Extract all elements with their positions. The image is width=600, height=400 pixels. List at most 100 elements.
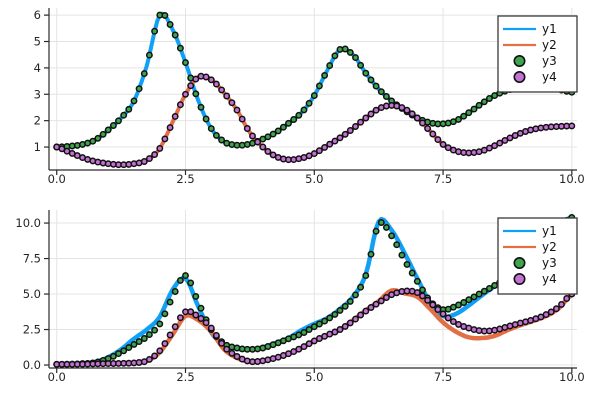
y3-data-point-marker	[171, 288, 179, 295]
y3-data-point-marker	[125, 344, 133, 352]
y4-data-point-marker	[558, 300, 565, 308]
y4-data-point-marker	[496, 139, 504, 147]
y3-data-point-marker	[341, 45, 349, 53]
y3-data-point-marker	[300, 106, 308, 114]
y4-data-point-marker	[434, 136, 442, 144]
y3-data-point-marker	[377, 88, 385, 96]
y3-data-point-marker	[202, 115, 210, 123]
y3-data-point-marker	[315, 82, 323, 90]
y4-data-point-marker	[444, 144, 452, 152]
y4-data-point-marker	[552, 305, 560, 313]
y3-data-point-marker	[176, 276, 184, 284]
y3-data-point-marker	[94, 134, 102, 142]
y3-data-point-marker	[367, 76, 375, 84]
y3-data-point-marker	[326, 62, 334, 70]
y3-data-point-marker	[460, 299, 468, 306]
y4-data-point-marker	[207, 324, 215, 332]
y4-data-point-marker	[413, 114, 421, 122]
y3-data-point-marker	[413, 277, 421, 285]
legend-label-y4: y4	[542, 70, 557, 84]
y3-data-point-marker	[140, 335, 148, 342]
y3-data-point-marker	[140, 70, 148, 78]
y4-data-point-marker	[249, 132, 256, 140]
y4-markers	[53, 287, 576, 368]
y3-data-point-marker	[145, 51, 153, 59]
y4-data-point-marker	[491, 142, 499, 150]
y4-data-point-marker	[382, 294, 390, 301]
y3-data-point-marker	[161, 310, 169, 318]
y4-data-point-marker	[449, 318, 457, 326]
y3-data-point-marker	[161, 11, 169, 19]
x-tick-label: 0.0	[48, 370, 66, 384]
y3-data-point-marker	[285, 119, 292, 127]
y4-data-point-marker	[156, 347, 164, 355]
y4-data-point-marker	[357, 311, 365, 319]
y3-data-point-marker	[408, 269, 416, 277]
y4-data-point-marker	[310, 150, 318, 158]
y4-data-point-marker	[501, 136, 509, 144]
y4-data-point-marker	[367, 304, 375, 311]
y3-data-point-marker	[305, 326, 313, 334]
y4-data-point-marker	[228, 99, 236, 107]
y4-data-point-marker	[336, 134, 344, 142]
y4-data-point-marker	[357, 118, 365, 126]
y4-data-point-marker	[542, 311, 550, 319]
y3-data-point-marker	[192, 292, 200, 300]
y-tick-label: 1	[34, 140, 41, 154]
y4-data-point-marker	[485, 144, 493, 152]
y3-data-point-marker	[341, 302, 349, 310]
x-tick-label: 7.5	[434, 172, 452, 186]
y4-data-point-marker	[429, 301, 437, 309]
legend-marker-sample-y3	[513, 54, 526, 67]
y3-data-point-marker	[331, 310, 339, 318]
y4-data-point-marker	[398, 104, 406, 112]
y4-data-point-marker	[419, 292, 426, 300]
y4-data-point-marker	[223, 92, 231, 100]
y4-data-point-marker	[212, 80, 220, 88]
y3-data-point-marker	[187, 279, 195, 287]
y3-data-point-marker	[115, 350, 122, 358]
y3-data-point-marker	[460, 112, 468, 120]
y3-data-point-marker	[120, 347, 128, 355]
y3-data-point-marker	[182, 59, 189, 67]
y4-data-point-marker	[166, 331, 174, 339]
y4-data-point-marker	[352, 123, 359, 130]
y3-data-point-marker	[120, 111, 128, 119]
y3-data-point-marker	[475, 101, 483, 109]
x-tick-label: 5.0	[305, 172, 323, 186]
y4-data-point-marker	[408, 110, 416, 118]
y-tick-label: 5	[34, 35, 41, 49]
y3-data-point-marker	[485, 95, 493, 102]
y4-data-point-marker	[212, 331, 220, 339]
y3-data-point-marker	[491, 282, 499, 289]
y4-data-point-marker	[145, 355, 153, 363]
y3-data-point-marker	[197, 304, 205, 312]
y4-data-point-marker	[367, 110, 375, 118]
y4-data-point-marker	[341, 130, 349, 138]
y3-data-point-marker	[336, 306, 344, 314]
y3-data-point-marker	[264, 133, 272, 141]
y3-data-point-marker	[465, 296, 473, 304]
plot-area	[53, 213, 576, 368]
y3-data-point-marker	[470, 293, 478, 301]
y4-data-point-marker	[439, 310, 447, 318]
y-tick-label: 2	[34, 114, 41, 128]
y3-data-point-marker	[372, 82, 380, 90]
y3-data-point-marker	[212, 131, 220, 139]
legend-label-y2: y2	[542, 38, 557, 52]
y4-data-point-marker	[434, 306, 442, 313]
x-tick-label: 5.0	[305, 370, 323, 384]
legend-marker-sample-y4	[513, 273, 526, 286]
y3-data-point-marker	[480, 98, 488, 106]
y4-data-point-marker	[151, 151, 159, 159]
y3-data-point-marker	[207, 125, 215, 133]
y4-data-point-marker	[140, 158, 148, 165]
x-tick-label: 2.5	[176, 172, 194, 186]
legend-marker-sample-y3	[513, 256, 526, 269]
y3-data-point-marker	[295, 111, 303, 119]
y4-data-point-marker	[362, 114, 370, 122]
y4-data-point-marker	[269, 151, 277, 159]
y4-data-point-marker	[187, 82, 195, 90]
y3-data-point-marker	[109, 352, 117, 360]
y3-data-point-marker	[218, 136, 226, 144]
